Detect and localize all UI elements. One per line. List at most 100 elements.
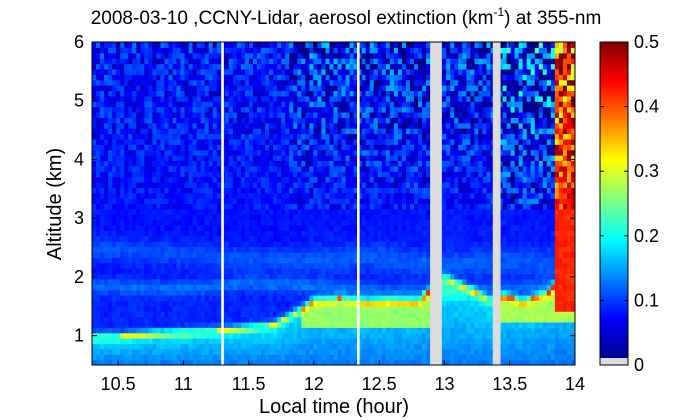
heatmap-cell <box>168 117 174 124</box>
heatmap-cell <box>269 268 274 275</box>
heatmap-cell <box>244 332 250 339</box>
heatmap-cell <box>116 235 121 242</box>
heatmap-cell <box>160 230 166 237</box>
heatmap-cell <box>253 219 258 226</box>
heatmap-cell <box>104 165 109 172</box>
heatmap-cell <box>277 284 282 291</box>
heatmap-cell <box>369 262 375 269</box>
heatmap-cell <box>216 198 222 205</box>
heatmap-cell <box>349 203 355 210</box>
heatmap-cell <box>200 278 206 285</box>
heatmap-cell <box>329 176 335 183</box>
heatmap-cell <box>373 219 379 226</box>
heatmap-cell <box>418 42 423 48</box>
heatmap-cell <box>156 95 162 102</box>
heatmap-cell <box>132 262 137 269</box>
heatmap-cell <box>244 225 250 232</box>
heatmap-cell <box>285 52 290 59</box>
heatmap-cell <box>397 257 403 264</box>
heatmap-cell <box>120 144 125 151</box>
heatmap-cell <box>212 235 218 242</box>
heatmap-cell <box>92 316 97 323</box>
heatmap-cell <box>228 117 234 124</box>
heatmap-cell <box>136 181 141 188</box>
heatmap-cell <box>192 262 198 269</box>
heatmap-cell <box>212 295 218 301</box>
heatmap-cell <box>301 85 306 92</box>
heatmap-cell <box>124 47 129 54</box>
heatmap-cell <box>341 138 347 145</box>
heatmap-cell <box>148 295 153 301</box>
heatmap-cell <box>152 295 158 301</box>
heatmap-cell <box>333 359 339 365</box>
heatmap-cell <box>136 198 141 205</box>
heatmap-cell <box>128 58 133 65</box>
heatmap-cell <box>156 149 162 156</box>
heatmap-cell <box>156 225 162 232</box>
heatmap-cell <box>156 203 162 210</box>
heatmap-cell <box>293 85 298 92</box>
heatmap-cell <box>200 95 206 102</box>
heatmap-cell <box>393 181 399 188</box>
heatmap-cell <box>136 171 141 178</box>
heatmap-cell <box>353 171 359 178</box>
heatmap-cell <box>401 225 407 232</box>
heatmap-cell <box>108 203 113 210</box>
heatmap-cell <box>168 230 174 237</box>
heatmap-cell <box>281 251 286 258</box>
heatmap-cell <box>349 327 355 334</box>
heatmap-cell <box>289 219 294 226</box>
heatmap-cell <box>160 79 166 86</box>
heatmap-cell <box>414 311 419 318</box>
heatmap-cell <box>140 289 145 296</box>
heatmap-cell <box>224 111 230 118</box>
heatmap-cell <box>124 85 129 92</box>
heatmap-cell <box>341 187 347 194</box>
heatmap-cell <box>140 246 145 253</box>
heatmap-cell <box>309 225 314 232</box>
heatmap-cell <box>414 144 419 151</box>
heatmap-cell <box>285 133 290 140</box>
heatmap-cell <box>325 85 331 92</box>
heatmap-cell <box>152 111 158 118</box>
heatmap-cell <box>257 359 262 365</box>
heatmap-cell <box>369 343 375 350</box>
heatmap-cell <box>281 79 286 86</box>
heatmap-cell <box>196 241 202 248</box>
heatmap-cell <box>325 95 331 102</box>
heatmap-cell <box>176 128 182 135</box>
heatmap-cell <box>216 52 222 59</box>
heatmap-cell <box>377 74 383 81</box>
heatmap-cell <box>148 90 153 97</box>
heatmap-cell <box>208 106 214 113</box>
heatmap-cell <box>369 90 375 97</box>
heatmap-cell <box>353 257 359 264</box>
heatmap-cell <box>253 63 258 70</box>
heatmap-cell <box>112 74 117 81</box>
heatmap-cell <box>208 85 214 92</box>
heatmap-cell <box>285 165 290 172</box>
heatmap-cell <box>422 47 427 54</box>
heatmap-cell <box>422 42 427 48</box>
heatmap-cell <box>285 203 290 210</box>
heatmap-cell <box>208 225 214 232</box>
heatmap-cell <box>414 214 419 221</box>
heatmap-cell <box>422 171 427 178</box>
heatmap-cell <box>389 327 395 334</box>
heatmap-cell <box>418 257 423 264</box>
heatmap-cell <box>401 111 407 118</box>
heatmap-cell <box>216 42 222 48</box>
heatmap-cell <box>389 111 395 118</box>
heatmap-cell <box>156 171 162 178</box>
heatmap-cell <box>228 47 234 54</box>
heatmap-cell <box>317 359 323 365</box>
heatmap-cell <box>184 332 190 339</box>
heatmap-cell <box>325 47 331 54</box>
heatmap-cell <box>285 42 290 48</box>
heatmap-cell <box>337 235 343 242</box>
heatmap-cell <box>244 343 250 350</box>
heatmap-cell <box>240 101 246 108</box>
heatmap-cell <box>96 52 101 59</box>
heatmap-cell <box>240 262 246 269</box>
heatmap-cell <box>365 284 371 291</box>
